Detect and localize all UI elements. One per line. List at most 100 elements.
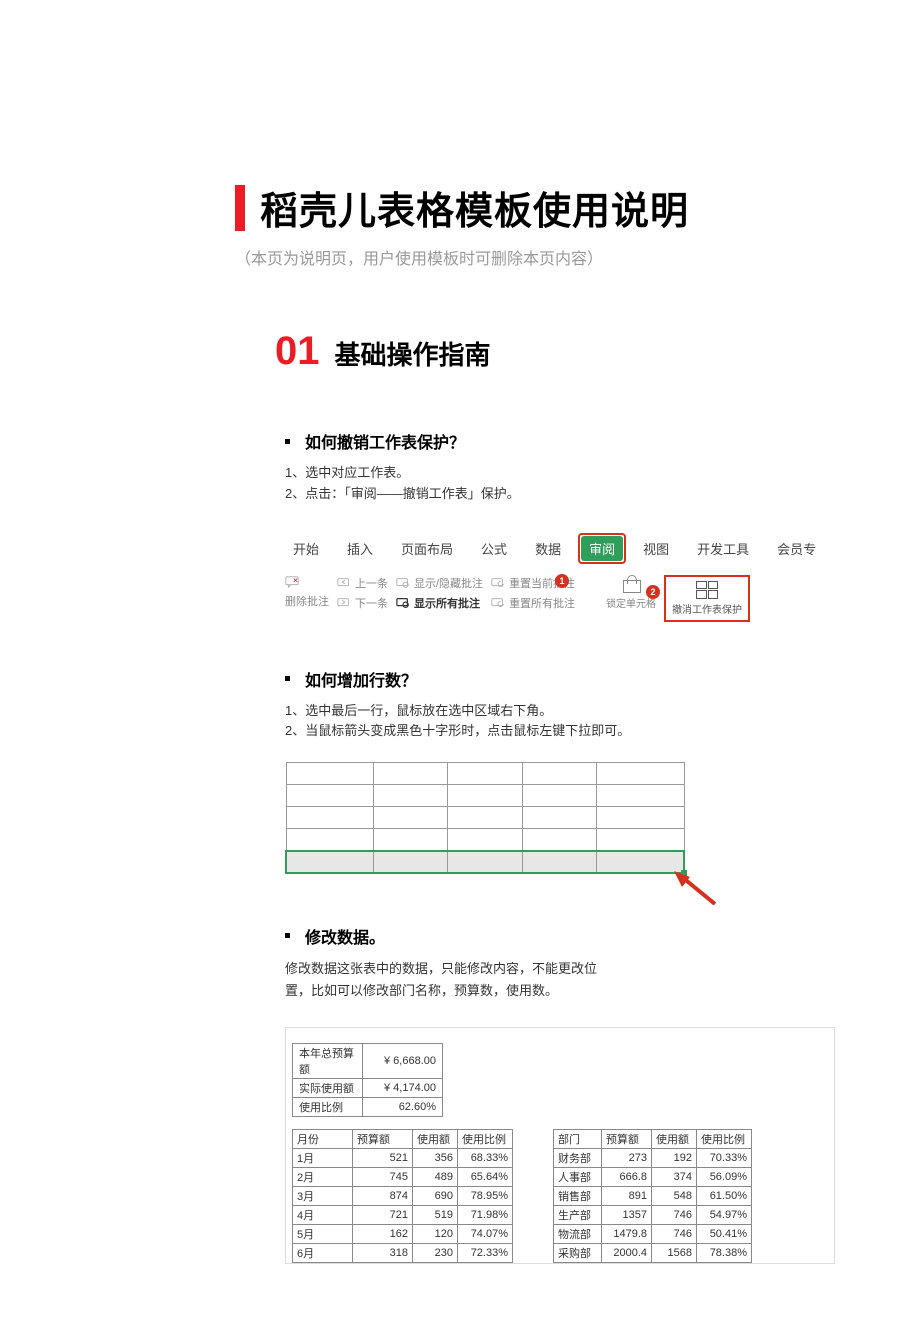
cell-used: 192 xyxy=(652,1148,697,1167)
summary-label: 使用比例 xyxy=(293,1097,363,1116)
cell-pct: 78.38% xyxy=(697,1243,752,1262)
cell-pct: 72.33% xyxy=(458,1243,513,1262)
cell-budget: 745 xyxy=(353,1167,413,1186)
page-subtitle: （本页为说明页，用户使用模板时可删除本页内容） xyxy=(235,245,860,269)
cell-used: 690 xyxy=(413,1186,458,1205)
cell-budget: 162 xyxy=(353,1224,413,1243)
tab-start[interactable]: 开始 xyxy=(285,536,327,561)
cmd-show-all[interactable]: 显示所有批注 xyxy=(396,595,483,611)
badge-1: 1 xyxy=(555,574,569,588)
cell-pct: 71.98% xyxy=(458,1205,513,1224)
summary-label: 本年总预算额 xyxy=(293,1043,363,1078)
cmd-lock-cell[interactable]: 锁定单元格 2 xyxy=(606,575,656,610)
cell-budget: 318 xyxy=(353,1243,413,1262)
title-row: 稻壳儿表格模板使用说明 xyxy=(235,180,860,235)
comment-eye-icon xyxy=(396,576,410,590)
question-2: 如何增加行数？ xyxy=(285,667,860,691)
cmd-delete-note-icon[interactable] xyxy=(285,575,329,589)
table-row-selected[interactable] xyxy=(286,851,684,873)
cell-pct: 68.33% xyxy=(458,1148,513,1167)
table-row: 人事部666.837456.09% xyxy=(554,1167,752,1186)
cell-used: 230 xyxy=(413,1243,458,1262)
cell-used: 489 xyxy=(413,1167,458,1186)
comment-reset-all-icon xyxy=(491,596,505,610)
cell-used: 356 xyxy=(413,1148,458,1167)
q1-steps: 1、选中对应工作表。 2、点击：「审阅——撤销工作表」保护。 xyxy=(285,463,860,505)
cell-pct: 74.07% xyxy=(458,1224,513,1243)
tab-insert[interactable]: 插入 xyxy=(339,536,381,561)
col-budget: 预算额 xyxy=(602,1129,652,1148)
table-header-row: 部门 预算额 使用额 使用比例 xyxy=(554,1129,752,1148)
tab-formula[interactable]: 公式 xyxy=(473,536,515,561)
table-row: 4月72151971.98% xyxy=(293,1205,513,1224)
cmd-reset-all-label: 重置所有批注 xyxy=(509,595,575,611)
question-3: 修改数据。 xyxy=(285,924,860,948)
table-row xyxy=(286,807,684,829)
tab-vip[interactable]: 会员专 xyxy=(769,536,824,561)
lock-icon xyxy=(621,575,641,593)
tab-dev[interactable]: 开发工具 xyxy=(689,536,757,561)
cell-dept: 生产部 xyxy=(554,1205,602,1224)
cell-dept: 物流部 xyxy=(554,1224,602,1243)
cell-budget: 1357 xyxy=(602,1205,652,1224)
table-row: 销售部89154861.50% xyxy=(554,1186,752,1205)
tab-data[interactable]: 数据 xyxy=(527,536,569,561)
cmd-reset-current[interactable]: 重置当前批注 1 xyxy=(491,575,575,591)
cell-dept: 采购部 xyxy=(554,1243,602,1262)
cell-budget: 891 xyxy=(602,1186,652,1205)
cell-month: 2月 xyxy=(293,1167,353,1186)
cmd-delete-note[interactable]: 删除批注 xyxy=(285,593,329,609)
page-title: 稻壳儿表格模板使用说明 xyxy=(260,180,689,235)
cell-dept: 销售部 xyxy=(554,1186,602,1205)
tab-view[interactable]: 视图 xyxy=(635,536,677,561)
summary-value: 62.60% xyxy=(363,1097,443,1116)
cmd-unprotect-label: 撤消工作表保护 xyxy=(672,601,742,616)
cmd-reset-all[interactable]: 重置所有批注 xyxy=(491,595,575,611)
cell-budget: 1479.8 xyxy=(602,1224,652,1243)
comment-reset-icon xyxy=(491,576,505,590)
cell-dept: 财务部 xyxy=(554,1148,602,1167)
table-row: 实际使用额 ¥ 4,174.00 xyxy=(293,1078,443,1097)
col-dept: 部门 xyxy=(554,1129,602,1148)
table-row: 物流部1479.874650.41% xyxy=(554,1224,752,1243)
cell-pct: 50.41% xyxy=(697,1224,752,1243)
col-pct: 使用比例 xyxy=(458,1129,513,1148)
cell-used: 519 xyxy=(413,1205,458,1224)
tab-layout[interactable]: 页面布局 xyxy=(393,536,461,561)
cell-budget: 666.8 xyxy=(602,1167,652,1186)
bullet-dot xyxy=(285,933,290,938)
comment-eye-bold-icon xyxy=(396,596,410,610)
tab-review[interactable]: 审阅 xyxy=(581,536,623,561)
cell-budget: 273 xyxy=(602,1148,652,1167)
comment-x-icon xyxy=(285,575,299,589)
col-pct: 使用比例 xyxy=(697,1129,752,1148)
cmd-unprotect[interactable]: 撤消工作表保护 xyxy=(664,575,750,622)
summary-value: ¥ 4,174.00 xyxy=(363,1078,443,1097)
cell-dept: 人事部 xyxy=(554,1167,602,1186)
cell-pct: 61.50% xyxy=(697,1186,752,1205)
cell-used: 120 xyxy=(413,1224,458,1243)
cmd-prev[interactable]: 上一条 xyxy=(337,575,388,591)
bullet-dot xyxy=(285,439,290,444)
badge-2: 2 xyxy=(646,585,660,599)
cmd-show-hide[interactable]: 显示/隐藏批注 xyxy=(396,575,483,591)
cell-budget: 721 xyxy=(353,1205,413,1224)
cell-budget: 874 xyxy=(353,1186,413,1205)
q2-step2: 2、当鼠标箭头变成黑色十字形时，点击鼠标左键下拉即可。 xyxy=(285,721,860,742)
table-row: 1月52135668.33% xyxy=(293,1148,513,1167)
add-rows-table xyxy=(285,762,685,874)
cmd-next-label: 下一条 xyxy=(355,595,388,611)
comment-next-icon xyxy=(337,596,351,610)
table-row: 2月74548965.64% xyxy=(293,1167,513,1186)
cmd-prev-label: 上一条 xyxy=(355,575,388,591)
table-row: 生产部135774654.97% xyxy=(554,1205,752,1224)
cmd-next[interactable]: 下一条 xyxy=(337,595,388,611)
cell-month: 6月 xyxy=(293,1243,353,1262)
dept-table: 部门 预算额 使用额 使用比例 财务部27319270.33%人事部666.83… xyxy=(553,1129,752,1263)
table-row: 3月87469078.95% xyxy=(293,1186,513,1205)
q1-step1: 1、选中对应工作表。 xyxy=(285,463,860,484)
q1-step2: 2、点击：「审阅——撤销工作表」保护。 xyxy=(285,484,860,505)
cell-used: 746 xyxy=(652,1224,697,1243)
cell-month: 4月 xyxy=(293,1205,353,1224)
col-month: 月份 xyxy=(293,1129,353,1148)
